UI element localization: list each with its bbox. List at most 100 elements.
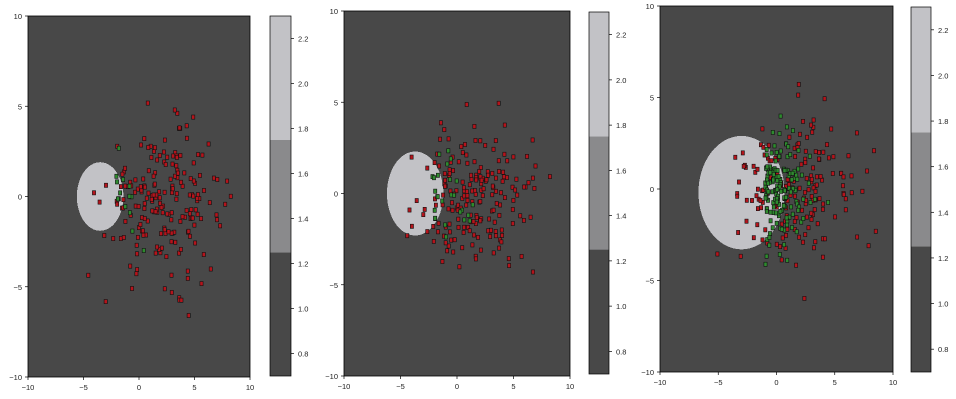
red-point xyxy=(796,92,801,98)
green-point xyxy=(771,177,776,183)
red-point xyxy=(186,228,191,234)
red-point xyxy=(179,179,183,185)
red-point xyxy=(803,148,808,154)
x-tick-label: 0 xyxy=(455,382,459,391)
red-point xyxy=(135,267,140,272)
red-point xyxy=(506,256,511,261)
red-point xyxy=(178,219,183,224)
red-point xyxy=(785,226,790,232)
red-point xyxy=(820,254,825,260)
red-point xyxy=(447,229,452,235)
red-point xyxy=(185,135,189,141)
green-point xyxy=(782,188,787,194)
red-point xyxy=(162,149,166,155)
red-point xyxy=(530,137,535,143)
red-point xyxy=(414,198,419,203)
red-point xyxy=(846,153,851,159)
colorbar-tick-label: 1.0 xyxy=(616,302,626,311)
red-point xyxy=(792,193,797,199)
red-point xyxy=(803,190,807,195)
green-point xyxy=(764,147,769,152)
green-point xyxy=(765,164,770,170)
x-tick-label: 5 xyxy=(192,383,196,392)
red-point xyxy=(160,210,165,216)
green-point xyxy=(763,195,768,201)
green-point xyxy=(796,148,801,153)
red-point xyxy=(431,224,436,229)
y-tick-label: −10 xyxy=(325,372,338,381)
red-point xyxy=(191,160,196,166)
colorbar-tick-label: 0.8 xyxy=(298,350,308,359)
red-point xyxy=(809,177,814,182)
red-point xyxy=(497,169,501,174)
red-point xyxy=(165,154,170,160)
red-point xyxy=(496,158,501,164)
red-point xyxy=(484,177,489,183)
red-point xyxy=(199,216,204,221)
red-point xyxy=(208,266,213,272)
green-point xyxy=(784,215,789,221)
y-tick-label: 0 xyxy=(18,193,22,202)
red-point xyxy=(737,179,741,185)
red-point xyxy=(146,168,151,174)
green-point xyxy=(768,218,773,224)
colorbar-band xyxy=(589,136,609,250)
red-point xyxy=(173,173,177,179)
red-point xyxy=(843,196,848,202)
red-point xyxy=(758,198,763,203)
red-point xyxy=(202,188,206,193)
red-point xyxy=(175,155,179,160)
red-point xyxy=(841,183,845,189)
red-point xyxy=(189,207,194,212)
green-point xyxy=(454,178,459,184)
green-point xyxy=(779,188,784,194)
red-point xyxy=(188,176,193,181)
red-point xyxy=(115,201,120,207)
green-point xyxy=(779,226,784,232)
x-tick-label: 0 xyxy=(774,378,778,387)
red-point xyxy=(445,248,450,254)
red-point xyxy=(854,130,859,136)
red-point xyxy=(149,155,154,160)
red-point xyxy=(437,163,442,169)
red-point xyxy=(450,200,454,206)
red-point xyxy=(136,204,141,209)
red-point xyxy=(86,272,91,278)
red-point xyxy=(465,160,470,166)
red-point xyxy=(464,202,469,208)
green-point xyxy=(778,209,783,214)
red-point xyxy=(442,171,447,176)
red-point xyxy=(825,142,829,147)
red-point xyxy=(440,259,445,264)
red-point xyxy=(470,188,475,194)
red-point xyxy=(478,199,483,204)
colorbar-tick-label: 1.2 xyxy=(298,260,308,269)
green-point xyxy=(437,151,442,157)
red-point xyxy=(522,184,527,190)
green-point xyxy=(789,177,794,183)
red-point xyxy=(180,214,185,220)
red-point xyxy=(521,218,526,223)
red-point xyxy=(142,206,147,211)
red-point xyxy=(196,192,200,197)
red-point xyxy=(456,216,461,222)
green-point xyxy=(788,189,793,195)
colorbar-band xyxy=(270,16,291,140)
red-point xyxy=(174,191,179,196)
red-point xyxy=(488,234,493,239)
red-point xyxy=(831,154,836,160)
green-point xyxy=(776,174,781,179)
red-point xyxy=(162,227,167,233)
colorbar-tick-label: 2.2 xyxy=(298,35,308,44)
y-tick-label: 10 xyxy=(330,7,338,16)
red-point xyxy=(811,245,816,251)
red-point xyxy=(774,241,779,247)
red-point xyxy=(431,239,436,244)
green-point xyxy=(127,193,132,199)
green-point xyxy=(790,211,795,217)
colorbar-tick-label: 2.0 xyxy=(298,80,308,89)
green-point xyxy=(116,196,120,202)
red-point xyxy=(195,196,200,201)
red-point xyxy=(465,193,470,199)
green-point xyxy=(764,253,769,259)
